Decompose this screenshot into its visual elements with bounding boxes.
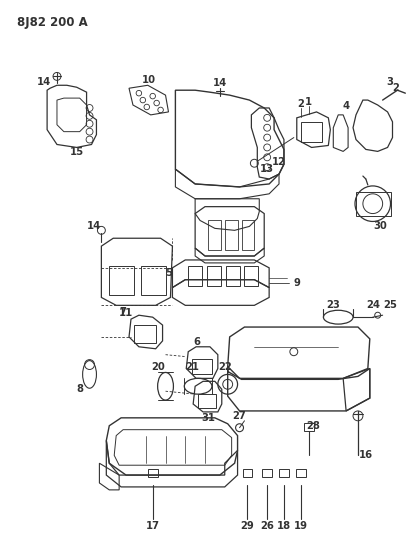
Text: 26: 26 [260, 521, 274, 531]
Text: 12: 12 [271, 157, 285, 167]
Bar [207, 221, 220, 250]
Text: 28: 28 [306, 421, 320, 431]
Text: 24: 24 [365, 300, 379, 310]
Text: 19: 19 [293, 521, 307, 531]
Text: 8: 8 [76, 384, 83, 394]
Bar [300, 122, 321, 142]
Text: 7: 7 [119, 307, 126, 317]
Text: 13: 13 [260, 164, 274, 174]
Text: 4: 4 [342, 101, 349, 111]
Text: 22: 22 [217, 361, 231, 372]
Text: 2: 2 [391, 83, 398, 93]
Text: 15: 15 [70, 148, 83, 157]
Bar [147, 469, 157, 477]
Text: 31: 31 [200, 413, 214, 423]
Text: 20: 20 [151, 361, 165, 372]
Bar [262, 469, 272, 477]
Bar [242, 469, 252, 477]
Text: 27: 27 [232, 411, 246, 421]
Text: 21: 21 [185, 361, 199, 372]
Text: 2: 2 [297, 99, 303, 109]
Text: 25: 25 [383, 300, 396, 310]
Text: 30: 30 [373, 221, 387, 231]
Bar [224, 221, 237, 250]
Bar [225, 266, 239, 286]
Text: 5: 5 [164, 268, 171, 278]
Text: 3: 3 [385, 77, 392, 87]
Text: 6: 6 [193, 337, 200, 347]
Text: 14: 14 [212, 78, 226, 88]
Text: 9: 9 [292, 278, 299, 288]
Text: 14: 14 [86, 221, 100, 231]
Text: 18: 18 [276, 521, 290, 531]
Text: 1: 1 [304, 97, 311, 107]
Bar [303, 423, 313, 431]
Bar [241, 221, 254, 250]
Bar [192, 359, 211, 374]
Text: 29: 29 [240, 521, 254, 531]
Bar [355, 192, 390, 215]
Text: 8J82 200 A: 8J82 200 A [18, 16, 88, 29]
Text: 17: 17 [145, 521, 160, 531]
Text: 10: 10 [142, 75, 155, 85]
Text: 23: 23 [326, 300, 339, 310]
Text: 11: 11 [119, 308, 133, 318]
Text: 14: 14 [37, 77, 51, 87]
Bar [244, 266, 258, 286]
Bar [198, 394, 215, 408]
Bar [295, 469, 305, 477]
Bar [141, 266, 165, 295]
Bar [207, 266, 220, 286]
Bar [188, 266, 202, 286]
Text: 16: 16 [358, 450, 372, 461]
Bar [109, 266, 134, 295]
Bar [134, 325, 155, 343]
Bar [279, 469, 288, 477]
